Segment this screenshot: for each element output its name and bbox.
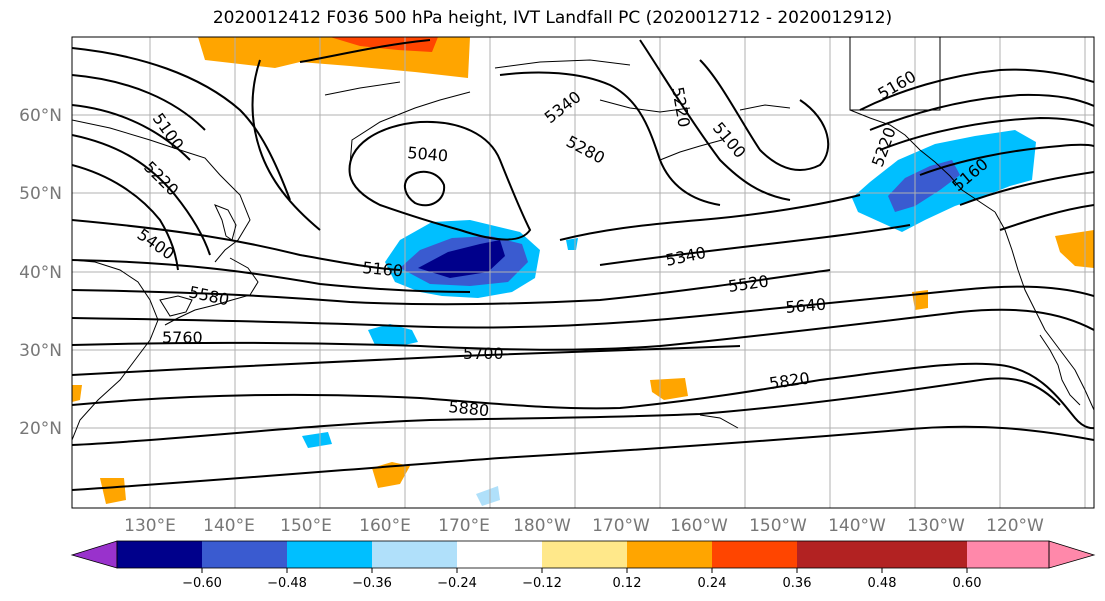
lon-label: 130°W	[907, 516, 965, 536]
lon-label: 140°W	[828, 516, 886, 536]
lon-label: 160°W	[670, 516, 728, 536]
colorbar-ticks	[201, 568, 968, 573]
map-title: 2020012412 F036 500 hPa height, IVT Land…	[212, 8, 893, 28]
lon-label: 180°W	[513, 516, 571, 536]
plot-frame	[71, 36, 1095, 509]
contour-label: 5640	[785, 295, 827, 317]
colorbar-segment	[202, 541, 287, 568]
colorbar-segment	[457, 541, 542, 568]
longitude-labels: 130°E 140°E 150°E 160°E 170°E 180°W 170°…	[124, 516, 1044, 536]
lon-label: 120°W	[986, 516, 1044, 536]
negative-anomaly-mid-ne	[888, 160, 960, 212]
contour-label: 5880	[448, 397, 490, 420]
colorbar-tick-label: 0.60	[953, 576, 982, 591]
colorbar-segment	[797, 541, 882, 568]
lat-label: 40°N	[19, 263, 62, 283]
colorbar-extend-high	[1048, 540, 1096, 569]
lat-label: 50°N	[19, 184, 62, 204]
lon-label: 130°E	[124, 516, 176, 536]
lon-label: 170°W	[592, 516, 650, 536]
colorbar-tick-label: −0.12	[522, 576, 562, 591]
colorbar-extend-low	[70, 540, 118, 569]
lat-label: 20°N	[19, 419, 62, 439]
colorbar-segment	[627, 541, 712, 568]
colorbar-segment	[967, 541, 1049, 568]
colorbar-tick-label: −0.24	[437, 576, 477, 591]
colorbar-tick-label: −0.36	[352, 576, 392, 591]
contour-label: 5040	[407, 143, 449, 165]
negative-anomaly-small-3	[566, 238, 578, 250]
lon-label: 150°E	[280, 516, 332, 536]
positive-anomaly-small-1	[1055, 230, 1094, 268]
contour-label: 5160	[362, 258, 404, 280]
lon-label: 140°E	[203, 516, 255, 536]
colorbar-segment	[712, 541, 797, 568]
negative-anomaly-small-1	[302, 432, 332, 448]
lon-label: 150°W	[749, 516, 807, 536]
colorbar-segment	[372, 541, 457, 568]
positive-anomaly-core	[330, 37, 438, 52]
contour-label: 5700	[463, 344, 504, 363]
colorbar: −0.60 −0.48 −0.36 −0.24 −0.12 0.12 0.24 …	[70, 540, 1096, 591]
positive-anomaly-small-5	[100, 478, 126, 504]
lon-label: 160°E	[359, 516, 411, 536]
contour-label: 5760	[162, 328, 203, 347]
colorbar-tick-label: −0.60	[182, 576, 222, 591]
height-contours	[72, 39, 1094, 491]
colorbar-tick-label: 0.12	[613, 576, 642, 591]
positive-anomaly-small-3	[372, 462, 410, 488]
colorbar-tick-label: 0.48	[868, 576, 897, 591]
negative-anomaly-core	[418, 240, 505, 278]
negative-anomaly-small-2	[476, 486, 500, 506]
positive-anomaly-small-6	[72, 385, 82, 402]
lat-label: 60°N	[19, 106, 62, 126]
colorbar-tick-label: 0.24	[698, 576, 727, 591]
lat-label: 30°N	[19, 341, 62, 361]
lon-label: 170°E	[438, 516, 490, 536]
latitude-labels: 60°N 50°N 40°N 30°N 20°N	[19, 106, 62, 439]
colorbar-segment	[117, 541, 202, 568]
colorbar-segment	[287, 541, 372, 568]
colorbar-segment	[542, 541, 627, 568]
colorbar-tick-label: 0.36	[783, 576, 812, 591]
colorbar-segment	[882, 541, 967, 568]
colorbar-tick-label: −0.48	[267, 576, 307, 591]
